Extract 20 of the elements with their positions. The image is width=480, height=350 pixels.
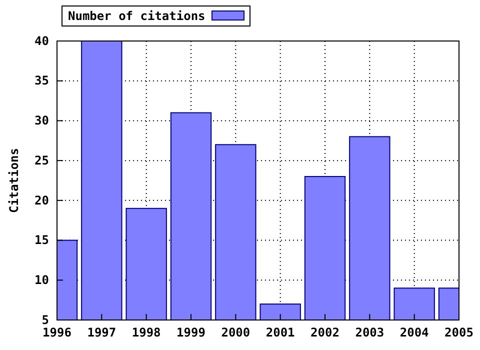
y-tick-label: 40 (34, 34, 49, 48)
x-tick-label: 1997 (87, 326, 116, 340)
x-tick-label: 2005 (444, 326, 474, 340)
y-tick-label: 5 (42, 312, 49, 327)
y-tick-label: 20 (34, 193, 49, 208)
x-tick-label: 1998 (132, 326, 161, 340)
x-tick-label: 2002 (310, 326, 340, 340)
x-tick-label: 2003 (355, 326, 384, 340)
y-tick-label: 35 (34, 74, 49, 88)
y-axis-title: Citations (7, 148, 21, 214)
legend-label: Number of citations (68, 9, 206, 23)
x-tick-label: 1999 (176, 326, 206, 340)
y-tick-label: 25 (34, 153, 49, 168)
y-tick-label: 30 (34, 114, 49, 128)
x-tick-label: 1996 (42, 326, 72, 340)
x-tick-label: 2004 (400, 326, 429, 340)
y-tick-label: 10 (34, 272, 49, 287)
y-tick-label: 15 (34, 233, 49, 248)
x-tick-label: 2001 (266, 326, 295, 340)
x-tick-label: 2000 (221, 326, 250, 340)
